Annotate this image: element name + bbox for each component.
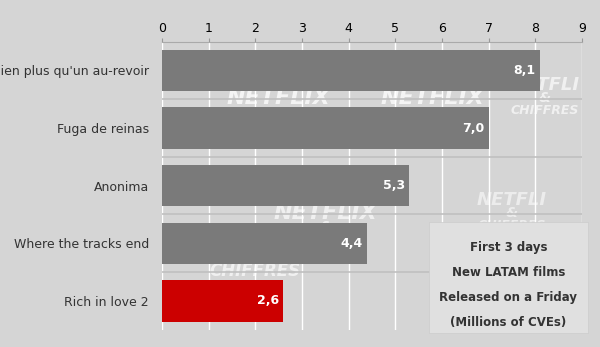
Bar	[162, 222, 367, 264]
Text: &: &	[506, 206, 518, 220]
Bar	[162, 280, 283, 322]
Text: NETFLIX: NETFLIX	[381, 88, 485, 108]
Text: CHIFFRES: CHIFFRES	[478, 219, 546, 232]
Text: CHIFFRES: CHIFFRES	[210, 262, 301, 280]
Text: CHIFFRES: CHIFFRES	[511, 104, 579, 117]
Text: 2,6: 2,6	[257, 294, 278, 307]
Text: New LATAM films: New LATAM films	[452, 266, 565, 279]
Text: NETFLI: NETFLI	[477, 191, 547, 209]
Text: (Millions of CVEs): (Millions of CVEs)	[451, 316, 566, 329]
Text: 5,3: 5,3	[383, 179, 404, 192]
Text: First 3 days: First 3 days	[470, 241, 547, 254]
Bar	[162, 165, 409, 206]
Bar	[162, 107, 488, 149]
Text: NETFLIX: NETFLIX	[227, 88, 331, 108]
Text: 8,1: 8,1	[513, 64, 535, 77]
Text: 7,0: 7,0	[462, 121, 484, 135]
Text: &: &	[539, 91, 551, 105]
Text: CHIFFRES: CHIFFRES	[291, 234, 359, 247]
Text: 4,4: 4,4	[340, 237, 362, 250]
Text: &: &	[319, 220, 331, 234]
Text: NETFLIX: NETFLIX	[274, 203, 377, 223]
Text: NETFLI: NETFLI	[509, 76, 580, 94]
Text: Released on a Friday: Released on a Friday	[439, 291, 577, 304]
Bar	[162, 50, 540, 91]
